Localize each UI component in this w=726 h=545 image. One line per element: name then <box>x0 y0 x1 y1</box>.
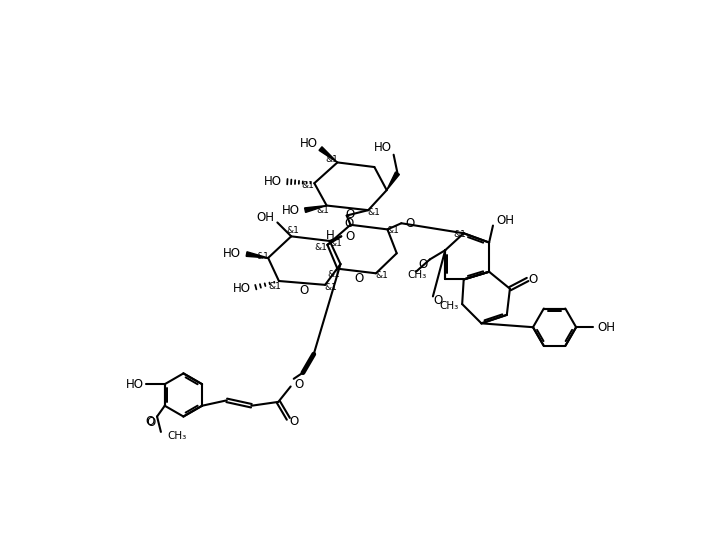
Polygon shape <box>305 205 327 213</box>
Text: &1: &1 <box>324 283 337 292</box>
Text: HO: HO <box>282 204 300 217</box>
Text: O: O <box>345 230 354 243</box>
Text: &1: &1 <box>315 243 327 252</box>
Text: O: O <box>345 208 354 221</box>
Text: OH: OH <box>597 320 615 334</box>
Text: &1: &1 <box>330 239 343 248</box>
Text: O: O <box>405 217 415 230</box>
Text: O: O <box>433 294 442 307</box>
Text: &1: &1 <box>269 282 282 291</box>
Text: HO: HO <box>232 282 250 295</box>
Text: &1: &1 <box>375 271 388 280</box>
Text: HO: HO <box>264 175 282 188</box>
Text: CH₃: CH₃ <box>407 270 427 280</box>
Text: &1: &1 <box>454 231 466 239</box>
Text: CH₃: CH₃ <box>167 431 187 441</box>
Text: OH: OH <box>497 214 515 227</box>
Text: &1: &1 <box>367 208 380 217</box>
Text: &1: &1 <box>286 226 299 235</box>
Text: HO: HO <box>299 137 317 150</box>
Text: &1: &1 <box>325 155 338 164</box>
Text: O: O <box>418 258 428 271</box>
Text: HO: HO <box>126 378 144 391</box>
Text: &1: &1 <box>317 207 329 215</box>
Text: CH₃: CH₃ <box>439 301 458 311</box>
Text: OH: OH <box>256 210 274 223</box>
Text: O: O <box>289 415 298 428</box>
Text: &1: &1 <box>256 252 269 261</box>
Polygon shape <box>246 252 268 258</box>
Text: O: O <box>146 416 155 429</box>
Text: O: O <box>300 284 309 297</box>
Text: HO: HO <box>374 141 392 154</box>
Text: O: O <box>529 273 538 286</box>
Text: O: O <box>295 378 303 391</box>
Text: &1: &1 <box>327 270 340 278</box>
Text: O: O <box>354 272 364 285</box>
Polygon shape <box>319 147 338 162</box>
Text: &1: &1 <box>302 181 314 190</box>
Text: O: O <box>344 217 354 230</box>
Text: &1: &1 <box>386 227 399 235</box>
Text: H: H <box>326 229 335 242</box>
Text: HO: HO <box>223 247 241 260</box>
Text: O: O <box>145 415 155 428</box>
Polygon shape <box>387 172 399 190</box>
